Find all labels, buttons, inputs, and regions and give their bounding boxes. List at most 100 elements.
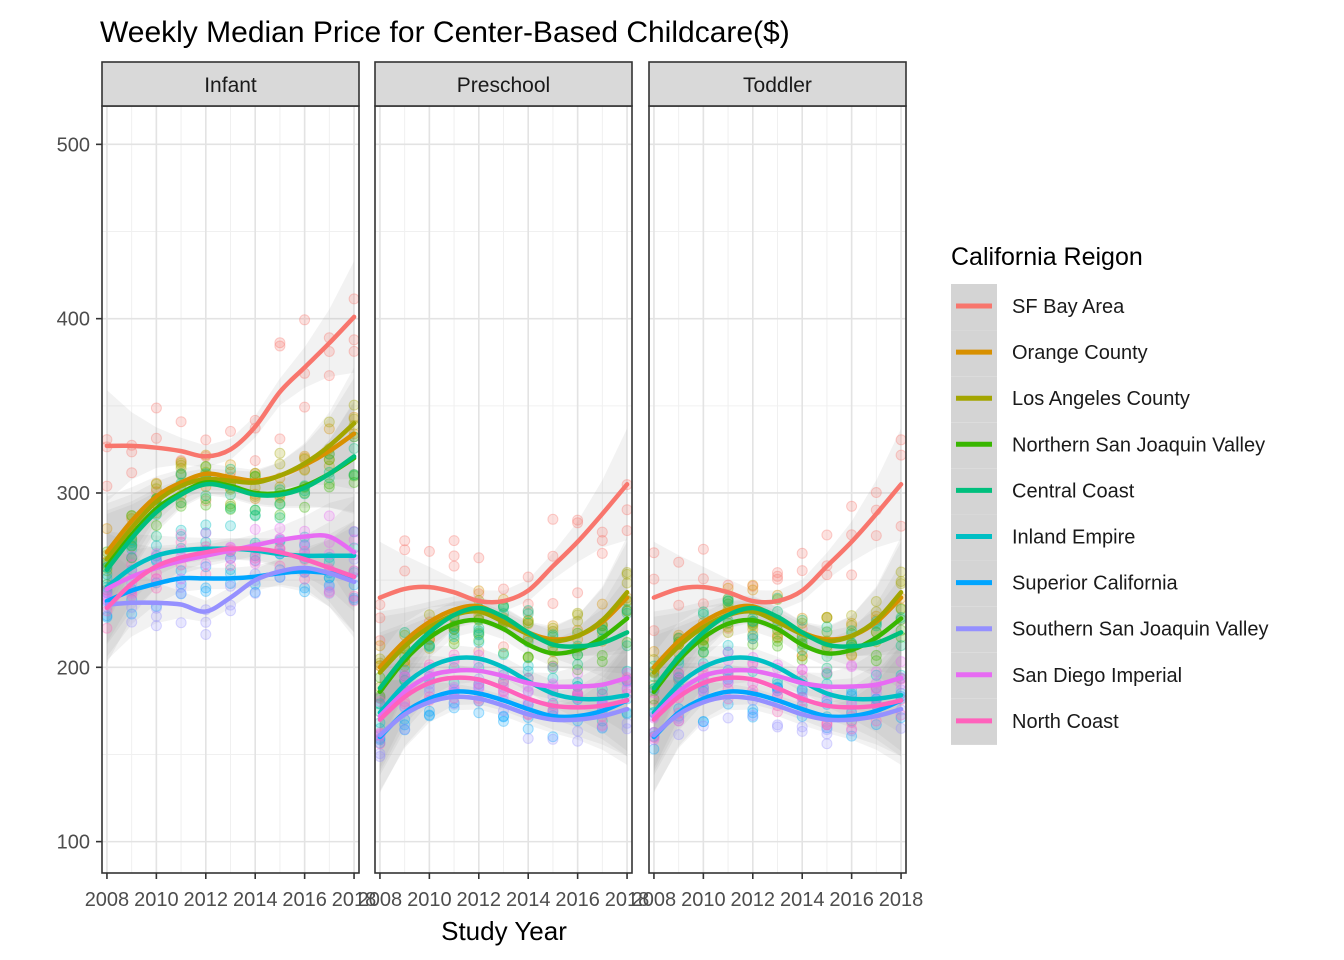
x-tick-label: 2016	[555, 889, 600, 911]
data-point	[772, 570, 783, 582]
data-point	[200, 434, 212, 446]
legend-item: Superior California	[951, 560, 1179, 607]
legend-item: SF Bay Area	[951, 284, 1125, 330]
legend-label: SF Bay Area	[1012, 296, 1125, 318]
data-point	[722, 639, 734, 651]
data-point	[175, 528, 187, 540]
data-point	[126, 550, 138, 562]
data-point	[697, 716, 709, 728]
y-tick-label: 400	[57, 309, 90, 331]
data-point	[747, 629, 759, 641]
series-line	[377, 667, 630, 719]
data-point	[175, 500, 187, 512]
data-point	[796, 664, 808, 676]
data-point	[498, 715, 509, 727]
data-point	[348, 590, 360, 602]
data-point	[747, 623, 759, 635]
data-point	[274, 512, 286, 524]
data-point	[274, 337, 286, 349]
data-point	[200, 582, 212, 594]
data-point	[870, 666, 882, 678]
data-point	[200, 527, 212, 539]
facet-label: Toddler	[743, 74, 812, 97]
data-point	[895, 566, 907, 578]
data-point	[225, 564, 236, 575]
y-tick-label: 500	[57, 134, 90, 156]
series-line	[104, 314, 357, 459]
data-point	[200, 558, 212, 570]
data-point	[399, 723, 411, 735]
data-point	[323, 481, 335, 493]
series-line	[651, 675, 904, 722]
data-point	[621, 640, 633, 652]
data-point	[423, 710, 435, 722]
data-point	[200, 527, 212, 539]
confidence-band	[106, 367, 355, 615]
data-point	[547, 660, 559, 672]
facet-strip	[648, 61, 907, 107]
data-point	[697, 720, 709, 732]
series-line	[651, 689, 904, 740]
data-point	[448, 631, 460, 643]
series-line	[377, 590, 630, 675]
data-point	[374, 640, 386, 652]
data-point	[821, 621, 833, 633]
x-tick-label: 2008	[632, 889, 677, 911]
facet-label: Preschool	[457, 74, 550, 97]
data-point	[821, 738, 833, 750]
data-point	[547, 598, 559, 609]
confidence-band	[106, 261, 355, 502]
data-point	[323, 581, 335, 593]
data-point	[772, 567, 783, 579]
data-point	[101, 523, 113, 535]
legend-item: North Coast	[951, 698, 1119, 745]
data-point	[399, 565, 411, 577]
data-point	[399, 544, 411, 556]
data-point	[547, 733, 559, 745]
data-point	[673, 668, 685, 680]
data-point	[126, 552, 138, 564]
series-line	[377, 675, 630, 722]
data-point	[200, 490, 212, 502]
x-tick-label: 2018	[879, 889, 924, 911]
series-line	[377, 655, 630, 715]
legend-item: Southern San Joaquin Valley	[951, 606, 1268, 653]
data-point	[126, 543, 138, 555]
data-point	[200, 561, 212, 573]
data-point	[547, 656, 559, 667]
data-point	[846, 730, 858, 742]
confidence-band	[653, 653, 902, 792]
data-point	[596, 535, 608, 546]
data-point	[846, 617, 858, 629]
data-point	[274, 458, 286, 470]
data-point	[249, 552, 261, 564]
series-line	[104, 565, 357, 614]
data-point	[498, 647, 509, 659]
data-point	[249, 555, 261, 566]
series-line	[651, 605, 904, 691]
data-point	[522, 617, 534, 629]
data-point	[225, 425, 236, 437]
data-point	[821, 666, 833, 678]
data-point	[175, 462, 187, 474]
data-point	[299, 539, 311, 551]
data-point	[772, 640, 783, 652]
data-point	[200, 519, 212, 531]
data-point	[175, 617, 187, 629]
data-point	[448, 535, 460, 547]
data-point	[747, 710, 759, 721]
data-point	[423, 640, 435, 652]
data-point	[274, 433, 286, 445]
data-point	[772, 573, 783, 585]
data-point	[572, 735, 584, 747]
data-point	[846, 569, 858, 581]
data-point	[399, 627, 411, 638]
data-point	[274, 522, 286, 534]
data-point	[225, 580, 236, 592]
data-point	[821, 728, 833, 740]
data-point	[274, 447, 286, 459]
data-point	[299, 586, 311, 598]
data-point	[473, 707, 485, 719]
series-line	[377, 694, 630, 738]
